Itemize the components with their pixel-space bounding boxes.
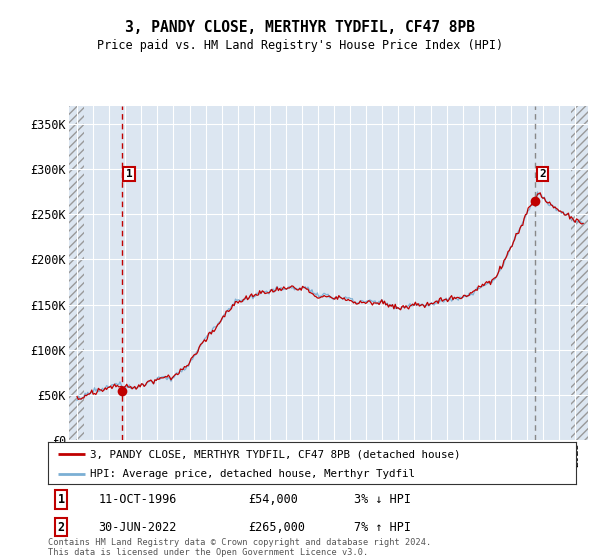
Text: Price paid vs. HM Land Registry's House Price Index (HPI): Price paid vs. HM Land Registry's House … bbox=[97, 39, 503, 52]
Text: 7% ↑ HPI: 7% ↑ HPI bbox=[354, 521, 411, 534]
Text: 2: 2 bbox=[539, 169, 546, 179]
Text: 1: 1 bbox=[126, 169, 133, 179]
Text: 2: 2 bbox=[58, 521, 65, 534]
Text: £265,000: £265,000 bbox=[248, 521, 305, 534]
Text: 30-JUN-2022: 30-JUN-2022 bbox=[98, 521, 176, 534]
Text: 3, PANDY CLOSE, MERTHYR TYDFIL, CF47 8PB: 3, PANDY CLOSE, MERTHYR TYDFIL, CF47 8PB bbox=[125, 20, 475, 35]
Text: 3% ↓ HPI: 3% ↓ HPI bbox=[354, 493, 411, 506]
Bar bbox=[69, 106, 84, 440]
Text: 11-OCT-1996: 11-OCT-1996 bbox=[98, 493, 176, 506]
Bar bbox=[571, 106, 588, 440]
Text: 1: 1 bbox=[58, 493, 65, 506]
Text: Contains HM Land Registry data © Crown copyright and database right 2024.
This d: Contains HM Land Registry data © Crown c… bbox=[48, 538, 431, 557]
Text: HPI: Average price, detached house, Merthyr Tydfil: HPI: Average price, detached house, Mert… bbox=[90, 469, 415, 479]
Text: £54,000: £54,000 bbox=[248, 493, 299, 506]
Text: 3, PANDY CLOSE, MERTHYR TYDFIL, CF47 8PB (detached house): 3, PANDY CLOSE, MERTHYR TYDFIL, CF47 8PB… bbox=[90, 449, 461, 459]
